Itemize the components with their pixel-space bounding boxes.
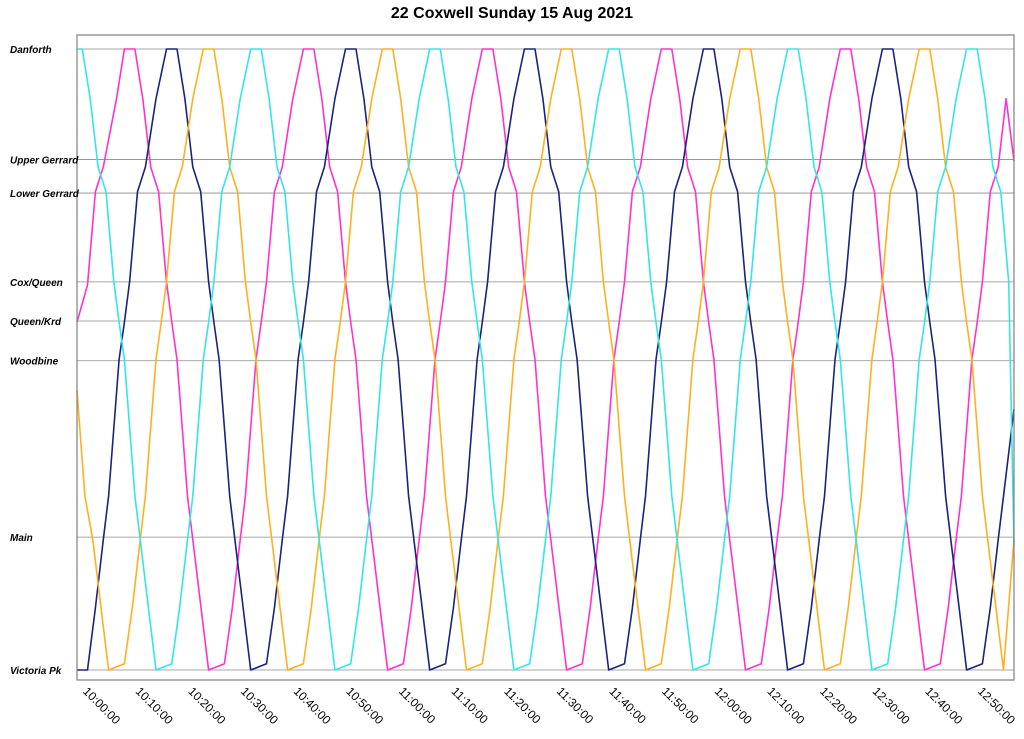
x-tick-label: 10:30:00: [238, 684, 281, 727]
x-tick-label: 12:50:00: [975, 684, 1018, 727]
x-tick-label: 10:50:00: [343, 684, 386, 727]
series-group: [76, 48, 1015, 671]
stop-labels: Danforth Upper Gerrard Lower Gerrard Cox/Qu…: [10, 45, 80, 677]
series-line-3: [76, 48, 1015, 671]
x-tick-label: 11:00:00: [396, 684, 439, 727]
x-tick-label: 10:40:00: [291, 684, 334, 727]
x-tick-label: 11:50:00: [659, 684, 702, 727]
x-tick-label: 10:20:00: [185, 684, 228, 727]
series-line-4: [77, 48, 1015, 671]
stop-label: Lower Gerrard: [10, 189, 80, 200]
x-tick-label: 12:10:00: [764, 684, 807, 727]
series-line-1: [76, 48, 1015, 671]
stop-label: Victoria Pk: [10, 666, 62, 677]
stop-label: Upper Gerrard: [10, 156, 79, 167]
stop-label: Queen/Krd: [10, 317, 62, 328]
stop-label: Danforth: [10, 45, 52, 56]
x-tick-label: 12:20:00: [817, 684, 860, 727]
x-tick-label: 10:10:00: [133, 684, 176, 727]
x-tick-label: 12:00:00: [712, 684, 755, 727]
plot-frame: [76, 34, 1015, 681]
series-line-2: [77, 48, 1015, 671]
stop-label: Cox/Queen: [10, 278, 63, 289]
x-tick-label: 12:40:00: [922, 684, 965, 727]
x-tick-label: 10:00:00: [80, 684, 123, 727]
chart-title: 22 Coxwell Sunday 15 Aug 2021: [391, 5, 633, 22]
stop-gridlines: [77, 48, 1014, 671]
x-tick-label: 12:30:00: [870, 684, 913, 727]
stop-label: Main: [10, 533, 33, 544]
x-tick-labels: 10:00:00 10:10:00 10:20:00 10:30:00 10:40:00…: [80, 684, 1018, 727]
x-tick-label: 11:40:00: [607, 684, 650, 727]
x-tick-label: 11:10:00: [449, 684, 492, 727]
x-tick-label: 11:30:00: [554, 684, 597, 727]
x-tick-label: 11:20:00: [501, 684, 544, 727]
stop-label: Woodbine: [10, 357, 59, 368]
